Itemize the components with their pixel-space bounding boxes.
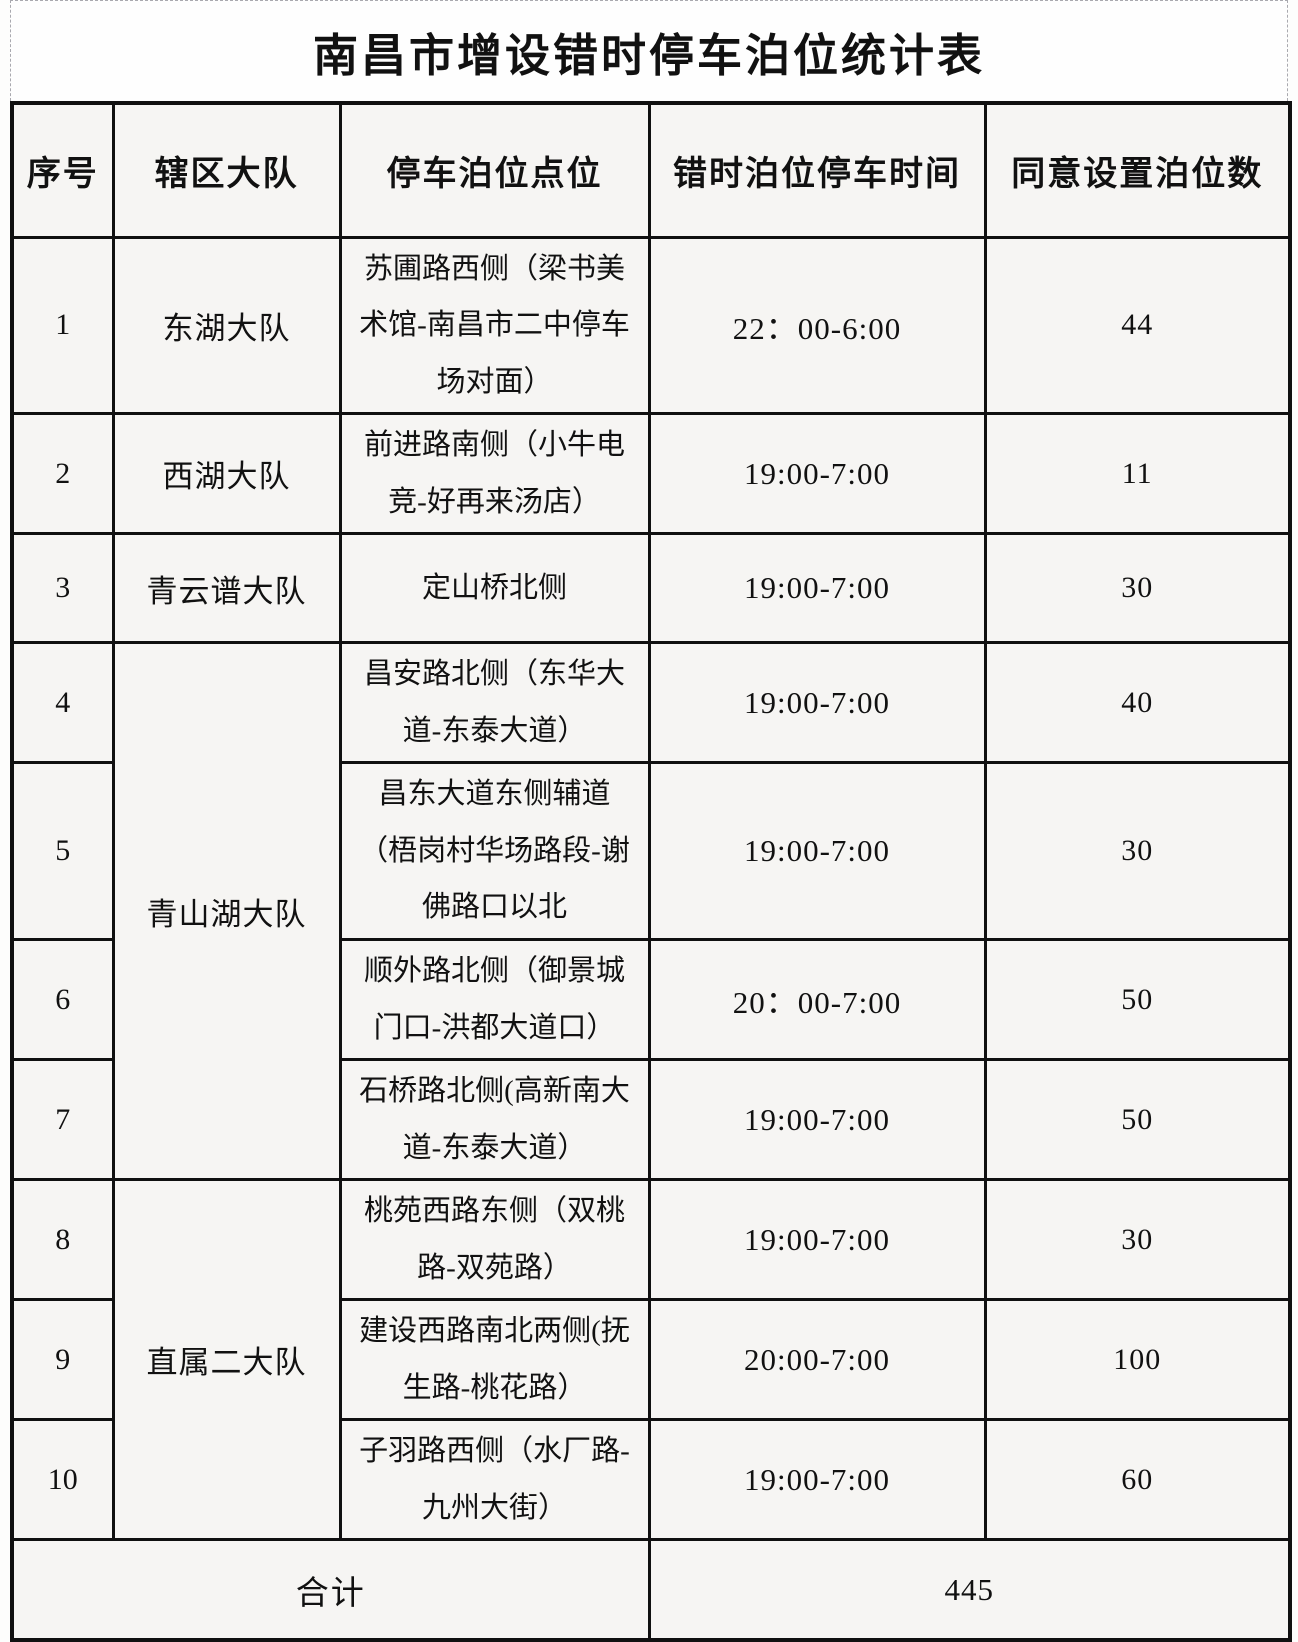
cell-location: 昌安路北侧（东华大道-东泰大道） xyxy=(338,641,651,765)
cell-count: 100 xyxy=(983,1298,1292,1422)
table-row: 2 西湖大队 前进路南侧（小牛电竞-好再来汤店） 19:00-7:00 11 xyxy=(10,412,1292,536)
col-header-no: 序号 xyxy=(10,101,115,239)
header-row: 序号 辖区大队 停车泊位点位 错时泊位停车时间 同意设置泊位数 xyxy=(10,101,1292,239)
cell-count: 50 xyxy=(983,937,1292,1062)
cell-time: 19:00-7:00 xyxy=(647,412,987,536)
cell-no: 5 xyxy=(10,761,115,941)
cell-time: 19:00-7:00 xyxy=(647,532,987,645)
cell-no: 2 xyxy=(10,412,115,536)
cell-time: 19:00-7:00 xyxy=(647,761,987,941)
cell-time: 19:00-7:00 xyxy=(647,1178,987,1302)
cell-count: 40 xyxy=(983,641,1292,765)
cell-location: 石桥路北侧(高新南大道-东泰大道） xyxy=(338,1058,651,1182)
cell-brigade-merged: 青山湖大队 xyxy=(111,641,342,1182)
table-row: 5 昌东大道东侧辅道（梧岗村华场路段-谢佛路口以北 19:00-7:00 30 xyxy=(10,761,1292,941)
cell-no: 6 xyxy=(10,937,115,1062)
cell-location: 前进路南侧（小牛电竞-好再来汤店） xyxy=(338,412,651,536)
table-row: 6 顺外路北侧（御景城门口-洪都大道口） 20：00-7:00 50 xyxy=(10,937,1292,1062)
cell-time: 20：00-7:00 xyxy=(647,937,987,1062)
page-title: 南昌市增设错时停车泊位统计表 xyxy=(312,30,985,81)
cell-time: 19:00-7:00 xyxy=(647,641,987,765)
total-label: 合计 xyxy=(10,1538,651,1642)
table-row: 4 青山湖大队 昌安路北侧（东华大道-东泰大道） 19:00-7:00 40 xyxy=(10,641,1292,1182)
table-row: 8 直属二大队 桃苑西路东侧（双桃路-双苑路） 19:00-7:00 30 xyxy=(10,1178,1292,1542)
cell-no: 7 xyxy=(10,1058,115,1182)
cell-no: 10 xyxy=(10,1418,115,1542)
cell-count: 30 xyxy=(983,761,1292,941)
total-value: 445 xyxy=(647,1538,1292,1642)
cell-location: 建设西路南北两侧(抚生路-桃花路） xyxy=(338,1298,651,1422)
total-row: 合计 445 xyxy=(10,1538,1292,1642)
cell-count: 11 xyxy=(983,412,1292,536)
cell-no: 4 xyxy=(10,641,115,765)
cell-location: 桃苑西路东侧（双桃路-双苑路） xyxy=(338,1178,651,1302)
col-header-time: 错时泊位停车时间 xyxy=(647,101,987,239)
col-header-count: 同意设置泊位数 xyxy=(983,101,1292,239)
cell-brigade-merged: 直属二大队 xyxy=(111,1178,342,1542)
cell-time: 19:00-7:00 xyxy=(647,1418,987,1542)
parking-statistics-table: 序号 辖区大队 停车泊位点位 错时泊位停车时间 同意设置泊位数 1 东湖大队 苏… xyxy=(10,101,1292,1642)
table-row: 7 石桥路北侧(高新南大道-东泰大道） 19:00-7:00 50 xyxy=(10,1058,1292,1182)
table-row: 3 青云谱大队 定山桥北侧 19:00-7:00 30 xyxy=(10,532,1292,645)
col-header-brigade: 辖区大队 xyxy=(111,101,342,239)
cell-no: 1 xyxy=(10,235,115,416)
cell-count: 30 xyxy=(983,532,1292,645)
page: 南昌市增设错时停车泊位统计表 序号 辖区大队 停车泊位点位 错时泊位停车时间 同… xyxy=(10,0,1292,1642)
cell-location: 子羽路西侧（水厂路-九州大街） xyxy=(338,1418,651,1542)
cell-location: 昌东大道东侧辅道（梧岗村华场路段-谢佛路口以北 xyxy=(338,761,651,941)
cell-count: 50 xyxy=(983,1058,1292,1182)
cell-count: 30 xyxy=(983,1178,1292,1302)
statistics-sheet: 南昌市增设错时停车泊位统计表 序号 辖区大队 停车泊位点位 错时泊位停车时间 同… xyxy=(10,0,1292,1642)
cell-time: 19:00-7:00 xyxy=(647,1058,987,1182)
cell-time: 20:00-7:00 xyxy=(647,1298,987,1422)
table-row: 1 东湖大队 苏圃路西侧（梁书美术馆-南昌市二中停车场对面） 22：00-6:0… xyxy=(10,235,1292,416)
cell-no: 9 xyxy=(10,1298,115,1422)
cell-location: 定山桥北侧 xyxy=(338,532,651,645)
cell-count: 60 xyxy=(983,1418,1292,1542)
col-header-location: 停车泊位点位 xyxy=(338,101,651,239)
title-block: 南昌市增设错时停车泊位统计表 xyxy=(10,0,1288,101)
cell-no: 3 xyxy=(10,532,115,645)
cell-count: 44 xyxy=(983,235,1292,416)
cell-brigade: 东湖大队 xyxy=(111,235,342,416)
cell-location: 顺外路北侧（御景城门口-洪都大道口） xyxy=(338,937,651,1062)
cell-brigade: 西湖大队 xyxy=(111,412,342,536)
cell-location: 苏圃路西侧（梁书美术馆-南昌市二中停车场对面） xyxy=(338,235,651,416)
cell-brigade: 青云谱大队 xyxy=(111,532,342,645)
cell-time: 22：00-6:00 xyxy=(647,235,987,416)
cell-no: 8 xyxy=(10,1178,115,1302)
